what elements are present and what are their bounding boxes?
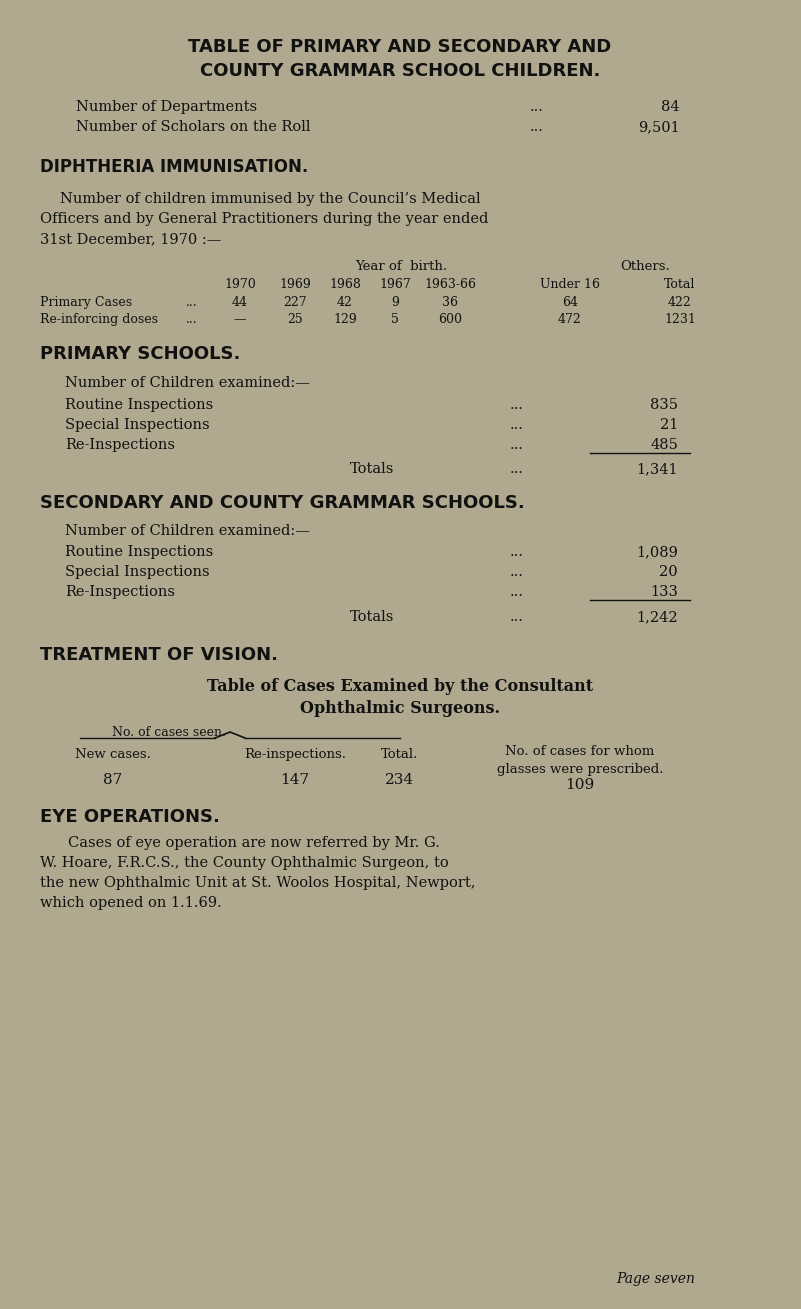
Text: Routine Inspections: Routine Inspections xyxy=(65,398,213,412)
Text: Number of Children examined:—: Number of Children examined:— xyxy=(65,524,310,538)
Text: ...: ... xyxy=(510,462,524,476)
Text: ...: ... xyxy=(186,296,198,309)
Text: Officers and by General Practitioners during the year ended: Officers and by General Practitioners du… xyxy=(40,212,489,226)
Text: 9: 9 xyxy=(391,296,399,309)
Text: 129: 129 xyxy=(333,313,357,326)
Text: 9,501: 9,501 xyxy=(638,120,680,134)
Text: No. of cases for whom: No. of cases for whom xyxy=(505,745,654,758)
Text: Number of Children examined:—: Number of Children examined:— xyxy=(65,376,310,390)
Text: Special Inspections: Special Inspections xyxy=(65,565,210,579)
Text: 1963-66: 1963-66 xyxy=(424,278,476,291)
Text: glasses were prescribed.: glasses were prescribed. xyxy=(497,763,663,776)
Text: 20: 20 xyxy=(659,565,678,579)
Text: ...: ... xyxy=(530,120,544,134)
Text: TABLE OF PRIMARY AND SECONDARY AND: TABLE OF PRIMARY AND SECONDARY AND xyxy=(188,38,612,56)
Text: —: — xyxy=(234,313,246,326)
Text: Totals: Totals xyxy=(350,610,394,624)
Text: 64: 64 xyxy=(562,296,578,309)
Text: 42: 42 xyxy=(337,296,353,309)
Text: Year of  birth.: Year of birth. xyxy=(355,260,447,274)
Text: Total: Total xyxy=(664,278,696,291)
Text: Number of Departments: Number of Departments xyxy=(76,99,257,114)
Text: 227: 227 xyxy=(284,296,307,309)
Text: 87: 87 xyxy=(103,774,123,787)
Text: 1,242: 1,242 xyxy=(636,610,678,624)
Text: 1969: 1969 xyxy=(279,278,311,291)
Text: 1968: 1968 xyxy=(329,278,361,291)
Text: ...: ... xyxy=(510,545,524,559)
Text: Number of Scholars on the Roll: Number of Scholars on the Roll xyxy=(76,120,311,134)
Text: ...: ... xyxy=(510,610,524,624)
Text: Primary Cases: Primary Cases xyxy=(40,296,132,309)
Text: ...: ... xyxy=(510,585,524,600)
Text: Table of Cases Examined by the Consultant: Table of Cases Examined by the Consultan… xyxy=(207,678,593,695)
Text: the new Ophthalmic Unit at St. Woolos Hospital, Newport,: the new Ophthalmic Unit at St. Woolos Ho… xyxy=(40,876,476,890)
Text: ...: ... xyxy=(510,439,524,452)
Text: Re-inforcing doses: Re-inforcing doses xyxy=(40,313,158,326)
Text: 5: 5 xyxy=(391,313,399,326)
Text: ...: ... xyxy=(510,565,524,579)
Text: ...: ... xyxy=(510,398,524,412)
Text: 600: 600 xyxy=(438,313,462,326)
Text: ...: ... xyxy=(530,99,544,114)
Text: Page seven: Page seven xyxy=(616,1272,695,1285)
Text: Ophthalmic Surgeons.: Ophthalmic Surgeons. xyxy=(300,700,500,717)
Text: 44: 44 xyxy=(232,296,248,309)
Text: 25: 25 xyxy=(287,313,303,326)
Text: PRIMARY SCHOOLS.: PRIMARY SCHOOLS. xyxy=(40,346,240,363)
Text: 147: 147 xyxy=(280,774,309,787)
Text: Total.: Total. xyxy=(381,747,419,761)
Text: Others.: Others. xyxy=(620,260,670,274)
Text: 1231: 1231 xyxy=(664,313,696,326)
Text: COUNTY GRAMMAR SCHOOL CHILDREN.: COUNTY GRAMMAR SCHOOL CHILDREN. xyxy=(199,62,600,80)
Text: 84: 84 xyxy=(662,99,680,114)
Text: 133: 133 xyxy=(650,585,678,600)
Text: 472: 472 xyxy=(558,313,582,326)
Text: DIPHTHERIA IMMUNISATION.: DIPHTHERIA IMMUNISATION. xyxy=(40,158,308,175)
Text: Re-Inspections: Re-Inspections xyxy=(65,439,175,452)
Text: ...: ... xyxy=(510,418,524,432)
Text: 36: 36 xyxy=(442,296,458,309)
Text: 422: 422 xyxy=(668,296,692,309)
Text: W. Hoare, F.R.C.S., the County Ophthalmic Surgeon, to: W. Hoare, F.R.C.S., the County Ophthalmi… xyxy=(40,856,449,870)
Text: Totals: Totals xyxy=(350,462,394,476)
Text: 21: 21 xyxy=(660,418,678,432)
Text: 31st December, 1970 :—: 31st December, 1970 :— xyxy=(40,232,221,246)
Text: 1970: 1970 xyxy=(224,278,256,291)
Text: Number of children immunised by the Council’s Medical: Number of children immunised by the Coun… xyxy=(60,192,481,206)
Text: Special Inspections: Special Inspections xyxy=(65,418,210,432)
Text: 1967: 1967 xyxy=(379,278,411,291)
Text: No. of cases seen.: No. of cases seen. xyxy=(112,726,226,740)
Text: EYE OPERATIONS.: EYE OPERATIONS. xyxy=(40,808,220,826)
Text: Cases of eye operation are now referred by Mr. G.: Cases of eye operation are now referred … xyxy=(68,836,440,850)
Text: 485: 485 xyxy=(650,439,678,452)
Text: Under 16: Under 16 xyxy=(540,278,600,291)
Text: Re-Inspections: Re-Inspections xyxy=(65,585,175,600)
Text: 234: 234 xyxy=(385,774,415,787)
Text: Routine Inspections: Routine Inspections xyxy=(65,545,213,559)
Text: TREATMENT OF VISION.: TREATMENT OF VISION. xyxy=(40,647,278,664)
Text: 109: 109 xyxy=(566,778,594,792)
Text: New cases.: New cases. xyxy=(75,747,151,761)
Text: ...: ... xyxy=(186,313,198,326)
Text: 1,089: 1,089 xyxy=(636,545,678,559)
Text: 835: 835 xyxy=(650,398,678,412)
Text: 1,341: 1,341 xyxy=(636,462,678,476)
Text: Re-inspections.: Re-inspections. xyxy=(244,747,346,761)
Text: which opened on 1.1.69.: which opened on 1.1.69. xyxy=(40,895,222,910)
Text: SECONDARY AND COUNTY GRAMMAR SCHOOLS.: SECONDARY AND COUNTY GRAMMAR SCHOOLS. xyxy=(40,493,525,512)
